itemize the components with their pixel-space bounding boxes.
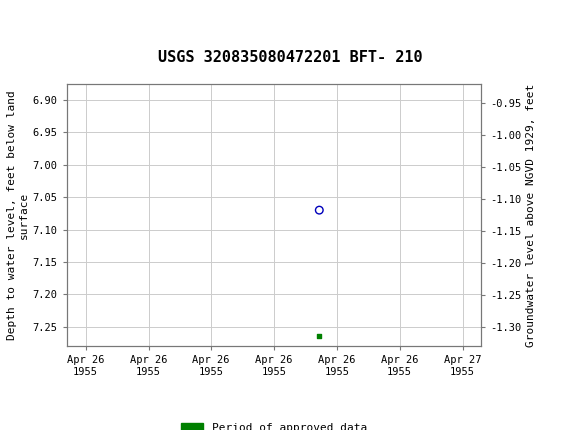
Text: ≡: ≡ bbox=[5, 10, 23, 30]
Y-axis label: Groundwater level above NGVD 1929, feet: Groundwater level above NGVD 1929, feet bbox=[526, 83, 536, 347]
Text: USGS: USGS bbox=[12, 11, 67, 29]
Y-axis label: Depth to water level, feet below land
surface: Depth to water level, feet below land su… bbox=[7, 90, 28, 340]
Legend: Period of approved data: Period of approved data bbox=[176, 419, 372, 430]
Point bbox=[314, 333, 324, 340]
Text: USGS 320835080472201 BFT- 210: USGS 320835080472201 BFT- 210 bbox=[158, 49, 422, 64]
Point bbox=[314, 207, 324, 214]
